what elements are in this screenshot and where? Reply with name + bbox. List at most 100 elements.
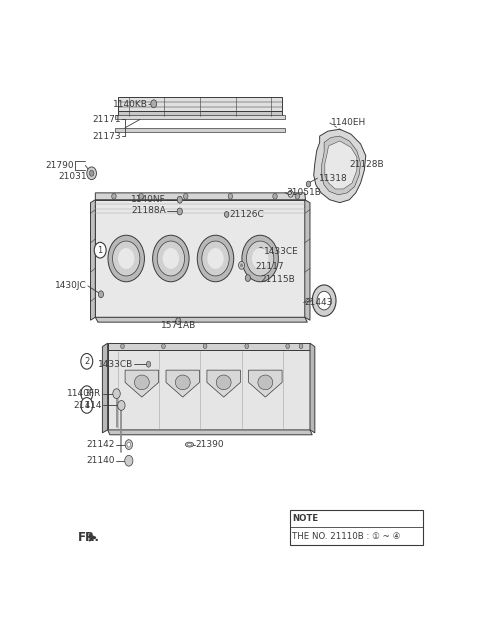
Polygon shape [321, 136, 360, 195]
Circle shape [127, 442, 131, 447]
Polygon shape [96, 193, 305, 200]
Text: 21126C: 21126C [229, 210, 264, 219]
Text: 21390: 21390 [196, 440, 225, 449]
Text: 3: 3 [84, 389, 89, 398]
Circle shape [98, 291, 104, 298]
Ellipse shape [202, 241, 229, 276]
Circle shape [177, 208, 182, 215]
Polygon shape [96, 200, 305, 317]
Polygon shape [207, 370, 240, 397]
Polygon shape [118, 97, 282, 111]
Circle shape [228, 193, 233, 199]
Circle shape [89, 170, 94, 176]
Ellipse shape [134, 375, 149, 390]
Circle shape [259, 247, 263, 253]
Circle shape [87, 167, 96, 179]
Circle shape [239, 261, 244, 269]
Circle shape [312, 285, 336, 316]
Text: 21117: 21117 [255, 262, 284, 271]
Circle shape [94, 242, 106, 258]
Polygon shape [115, 116, 285, 120]
Circle shape [162, 343, 165, 349]
Polygon shape [91, 200, 96, 320]
Text: 1140FR: 1140FR [67, 389, 102, 398]
Ellipse shape [175, 375, 190, 390]
Ellipse shape [216, 375, 231, 390]
Ellipse shape [242, 235, 278, 282]
Ellipse shape [163, 248, 179, 269]
Circle shape [295, 193, 300, 199]
Polygon shape [118, 111, 282, 116]
Text: 21188A: 21188A [131, 207, 166, 216]
Polygon shape [108, 430, 312, 435]
Ellipse shape [252, 248, 268, 269]
FancyBboxPatch shape [290, 510, 423, 546]
Polygon shape [305, 200, 310, 320]
Text: 1433CB: 1433CB [98, 360, 133, 369]
Text: 1: 1 [97, 245, 103, 254]
Ellipse shape [108, 235, 144, 282]
Circle shape [113, 389, 120, 399]
Circle shape [317, 291, 331, 310]
Polygon shape [249, 370, 282, 397]
Polygon shape [314, 129, 366, 203]
Ellipse shape [207, 248, 224, 269]
Text: FR.: FR. [78, 531, 100, 544]
Text: 21142: 21142 [87, 440, 115, 449]
Polygon shape [125, 370, 158, 397]
Circle shape [81, 354, 93, 369]
Text: 11318: 11318 [319, 174, 348, 183]
Text: 1433CE: 1433CE [264, 247, 299, 256]
Circle shape [112, 193, 116, 199]
Circle shape [151, 100, 156, 107]
Circle shape [139, 193, 144, 199]
Ellipse shape [157, 241, 184, 276]
Circle shape [183, 193, 188, 199]
Polygon shape [102, 343, 108, 433]
Text: 1430JC: 1430JC [55, 281, 87, 291]
Polygon shape [96, 317, 307, 322]
Circle shape [125, 455, 133, 466]
Circle shape [81, 386, 93, 401]
Text: 21031: 21031 [58, 172, 87, 181]
Text: THE NO. 21110B : ① ~ ④: THE NO. 21110B : ① ~ ④ [292, 532, 400, 541]
Polygon shape [108, 350, 310, 430]
Ellipse shape [246, 241, 274, 276]
Ellipse shape [153, 235, 189, 282]
Circle shape [306, 181, 311, 187]
Circle shape [176, 318, 181, 324]
Text: 31051B: 31051B [286, 188, 321, 197]
Circle shape [203, 343, 207, 349]
Polygon shape [166, 370, 200, 397]
Circle shape [286, 343, 289, 349]
Polygon shape [108, 343, 310, 350]
Text: 21171: 21171 [93, 115, 121, 124]
Circle shape [146, 361, 151, 367]
Polygon shape [115, 128, 285, 132]
Ellipse shape [185, 442, 193, 447]
Polygon shape [325, 141, 357, 189]
Ellipse shape [258, 375, 273, 390]
Text: 1571AB: 1571AB [161, 321, 196, 329]
Text: 21114: 21114 [73, 401, 102, 410]
Text: 21443: 21443 [305, 298, 333, 307]
Circle shape [225, 212, 229, 218]
Circle shape [299, 343, 303, 349]
Circle shape [81, 398, 93, 413]
Circle shape [245, 275, 251, 282]
Text: NOTE: NOTE [292, 514, 318, 523]
Circle shape [118, 401, 125, 410]
Ellipse shape [112, 241, 140, 276]
Ellipse shape [197, 235, 234, 282]
Text: 1140KB: 1140KB [112, 100, 147, 109]
Text: 1140EH: 1140EH [331, 118, 366, 127]
Text: 2: 2 [84, 357, 89, 366]
Text: 21790: 21790 [46, 161, 74, 170]
Circle shape [240, 263, 243, 267]
Text: 1140NF: 1140NF [131, 195, 166, 204]
Circle shape [125, 439, 132, 450]
Circle shape [273, 193, 277, 199]
Circle shape [245, 343, 249, 349]
Ellipse shape [118, 248, 134, 269]
Text: 21140: 21140 [86, 456, 115, 466]
